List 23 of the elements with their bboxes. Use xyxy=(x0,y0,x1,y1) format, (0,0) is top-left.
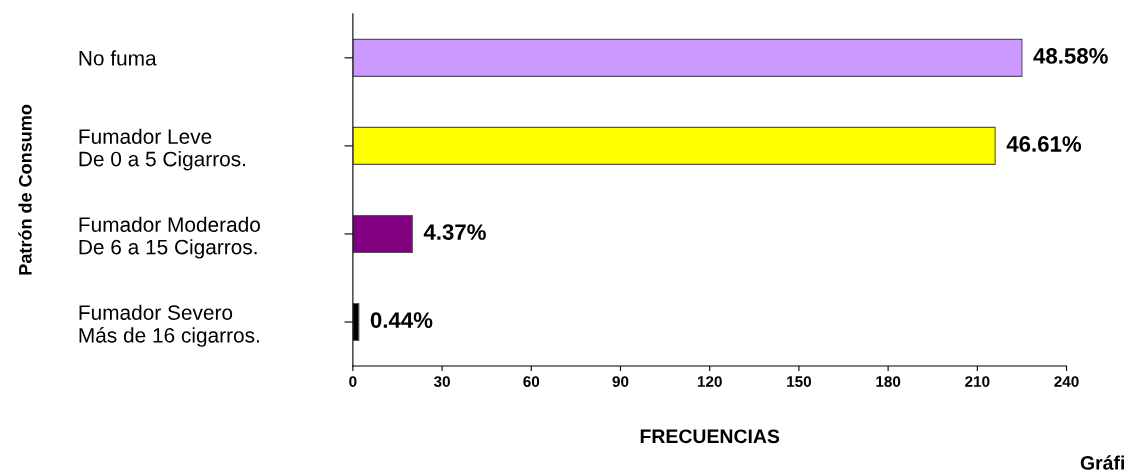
annotation: 48.58% xyxy=(1033,48,1108,64)
bar xyxy=(352,126,996,165)
x-axis-title: FRECUENCIAS xyxy=(640,429,780,444)
x-tick-label: 30 xyxy=(433,376,450,388)
x-tick-label: 210 xyxy=(965,376,990,387)
bar xyxy=(352,214,413,254)
y-tick-label: Fumador Leve De 0 a 5 Cigarros. xyxy=(79,128,246,171)
y-tick-label: Fumador Severo Más de 16 cigarros. xyxy=(79,304,259,347)
annotation: 0.44% xyxy=(370,312,433,328)
bar xyxy=(352,38,1023,77)
x-tick-label: 60 xyxy=(523,376,540,387)
y-tick-label: Fumador Moderado De 6 a 15 Cigarros. xyxy=(79,216,260,259)
x-tick-label: 90 xyxy=(612,376,629,387)
x-tick-label: 240 xyxy=(1054,376,1079,387)
x-tick-label: 150 xyxy=(787,376,812,387)
y-axis-title: Patrón de Consumo xyxy=(18,104,32,275)
annotation: 46.61% xyxy=(1006,136,1082,152)
annotation: 4.37% xyxy=(423,224,486,240)
text: Gráfi xyxy=(1080,455,1124,470)
x-tick-label: 180 xyxy=(876,376,901,387)
y-tick-label: No fuma xyxy=(79,50,157,66)
x-tick-label: 120 xyxy=(697,376,722,387)
x-tick-label: 0 xyxy=(349,376,357,387)
